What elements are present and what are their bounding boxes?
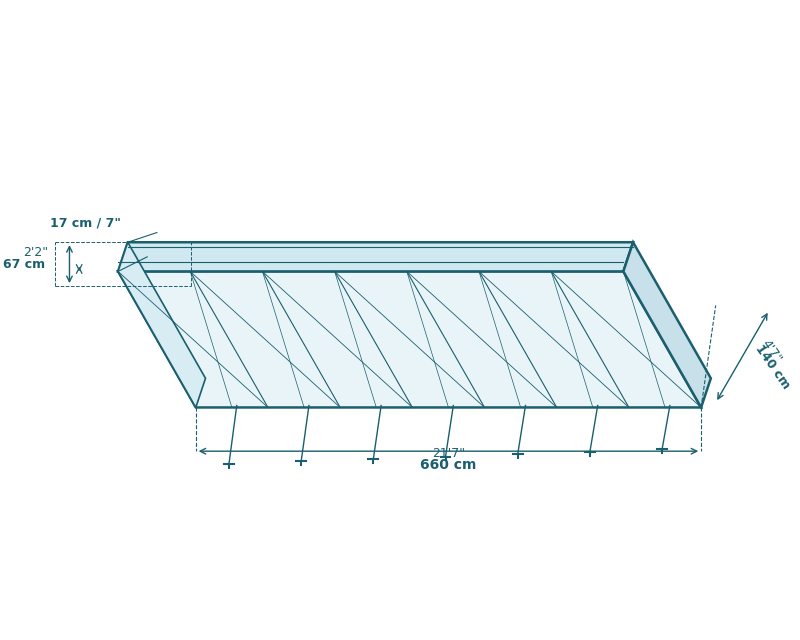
Polygon shape: [118, 243, 633, 271]
Text: 2'2": 2'2": [23, 246, 48, 259]
Text: 17 cm / 7": 17 cm / 7": [50, 216, 121, 229]
Polygon shape: [623, 243, 711, 408]
Polygon shape: [118, 271, 701, 408]
Text: 4'7": 4'7": [758, 337, 783, 365]
Text: 21'7": 21'7": [432, 447, 465, 460]
Text: 67 cm: 67 cm: [3, 258, 45, 271]
Text: 140 cm: 140 cm: [753, 342, 793, 391]
Text: 660 cm: 660 cm: [420, 458, 477, 472]
Polygon shape: [118, 243, 206, 408]
